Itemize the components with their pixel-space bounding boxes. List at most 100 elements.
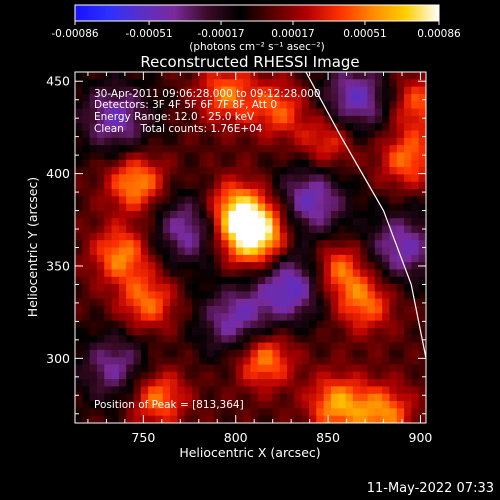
heatmap-cell — [133, 291, 142, 300]
heatmap-cell — [287, 327, 295, 336]
heatmap-cell — [330, 123, 339, 132]
heatmap-cell — [184, 379, 193, 388]
heatmap-cell — [382, 254, 391, 263]
heatmap-cell — [404, 313, 412, 322]
heatmap-cell — [96, 408, 105, 417]
heatmap-cell — [213, 364, 222, 373]
heatmap-cell — [221, 86, 230, 95]
heatmap-cell — [82, 167, 91, 175]
heatmap-cell — [235, 225, 244, 234]
heatmap-cell — [162, 401, 171, 409]
x-tick-label: 750 — [131, 430, 155, 445]
heatmap-cell — [352, 408, 361, 417]
heatmap-cell — [89, 379, 98, 388]
heatmap-cell — [396, 196, 405, 205]
heatmap-cell — [213, 386, 222, 395]
heatmap-cell — [170, 327, 178, 336]
heatmap-cell — [140, 145, 149, 154]
heatmap-cell — [82, 145, 91, 154]
heatmap-cell — [155, 159, 164, 168]
heatmap-cell — [170, 349, 178, 358]
heatmap-cell — [104, 159, 113, 168]
heatmap-cell — [360, 379, 369, 388]
heatmap-cell — [96, 306, 105, 314]
heatmap-cell — [323, 408, 332, 417]
heatmap-cell — [118, 386, 127, 395]
heatmap-cell — [411, 79, 420, 88]
heatmap-cell — [316, 379, 325, 388]
heatmap-cell — [126, 196, 135, 205]
heatmap-cell — [316, 349, 325, 358]
heatmap-cell — [199, 298, 208, 307]
heatmap-cell — [411, 276, 420, 285]
heatmap-cell — [389, 276, 398, 285]
heatmap-cell — [140, 232, 149, 241]
heatmap-cell — [367, 357, 376, 366]
heatmap-cell — [316, 167, 325, 175]
heatmap-cell — [148, 225, 157, 234]
heatmap-cell — [404, 196, 412, 205]
annotation-detectors: Detectors: 3F 4F 5F 6F 7F 8F, Att 0 — [94, 99, 277, 111]
heatmap-cell — [294, 174, 303, 183]
heatmap-cell — [199, 196, 208, 205]
heatmap-cell — [162, 72, 171, 80]
heatmap-cell — [221, 123, 230, 132]
heatmap-cell — [170, 115, 178, 124]
heatmap-cell — [345, 298, 354, 307]
heatmap-cell — [126, 115, 135, 124]
heatmap-cell — [418, 371, 426, 380]
heatmap-cell — [396, 313, 405, 322]
heatmap-cell — [352, 327, 361, 336]
heatmap-cell — [235, 401, 244, 409]
heatmap-cell — [257, 320, 266, 329]
heatmap-cell — [184, 393, 193, 402]
heatmap-cell — [323, 167, 332, 175]
heatmap-cell — [213, 371, 222, 380]
heatmap-cell — [316, 225, 325, 234]
heatmap-cell — [243, 349, 252, 358]
heatmap-cell — [418, 79, 426, 88]
heatmap-cell — [75, 181, 83, 190]
heatmap-cell — [75, 291, 83, 300]
heatmap-cell — [316, 313, 325, 322]
heatmap-cell — [192, 196, 200, 205]
heatmap-cell — [374, 401, 383, 409]
heatmap-cell — [155, 225, 164, 234]
heatmap-cell — [221, 269, 230, 278]
heatmap-cell — [294, 137, 303, 146]
heatmap-cell — [374, 145, 383, 154]
heatmap-cell — [213, 240, 222, 249]
heatmap-cell — [133, 306, 142, 314]
heatmap-cell — [170, 167, 178, 175]
heatmap-cell — [148, 342, 157, 351]
heatmap-cell — [184, 86, 193, 95]
heatmap-cell — [162, 196, 171, 205]
heatmap-cell — [316, 130, 325, 139]
heatmap-cell — [404, 320, 412, 329]
heatmap-cell — [352, 72, 361, 80]
heatmap-cell — [272, 327, 281, 336]
heatmap-cell — [279, 284, 288, 292]
heatmap-cell — [140, 86, 149, 95]
heatmap-cell — [133, 159, 142, 168]
heatmap-cell — [126, 320, 135, 329]
heatmap-cell — [82, 189, 91, 197]
heatmap-cell — [162, 254, 171, 263]
heatmap-cell — [404, 298, 412, 307]
heatmap-cell — [162, 189, 171, 197]
heatmap-cell — [250, 371, 259, 380]
heatmap-cell — [235, 210, 244, 219]
heatmap-cell — [411, 364, 420, 373]
heatmap-cell — [301, 218, 310, 227]
heatmap-cell — [257, 130, 266, 139]
heatmap-cell — [199, 276, 208, 285]
heatmap-cell — [140, 93, 149, 102]
heatmap-cell — [360, 313, 369, 322]
heatmap-cell — [228, 401, 237, 409]
heatmap-cell — [345, 108, 354, 117]
heatmap-cell — [330, 174, 339, 183]
heatmap-cell — [330, 349, 339, 358]
heatmap-cell — [404, 393, 412, 402]
heatmap-cell — [235, 327, 244, 336]
heatmap-cell — [404, 247, 412, 256]
